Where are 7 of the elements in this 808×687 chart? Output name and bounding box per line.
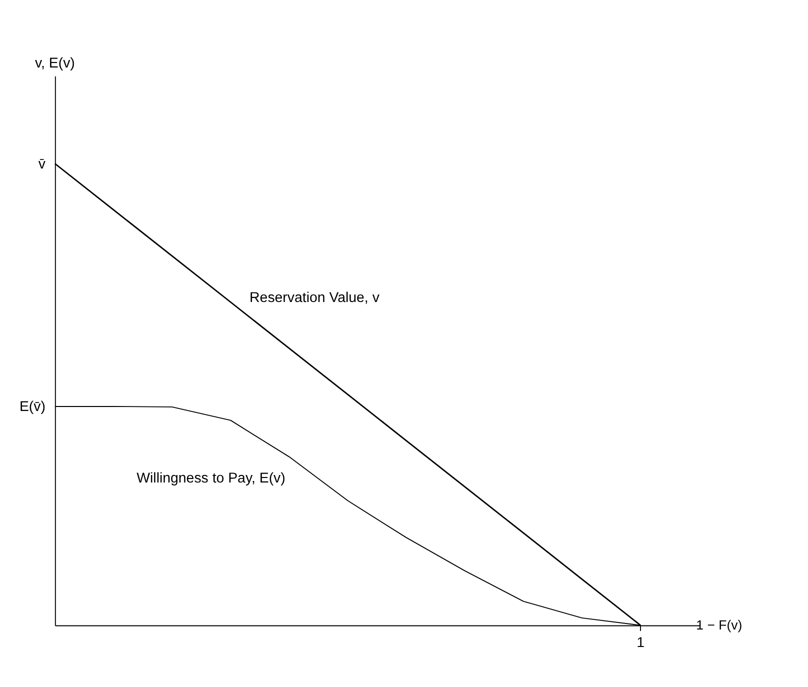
- text: 1: [636, 635, 645, 652]
- text: E(v̄): [19, 399, 46, 416]
- text: v̄: [38, 156, 46, 172]
- text: v, E(v): [34, 55, 75, 72]
- series-label: Willingness to Pay, E(v): [136, 470, 286, 486]
- x-axis-title: 1 − F(v): [696, 618, 742, 633]
- series-label: Reservation Value, v: [250, 290, 380, 306]
